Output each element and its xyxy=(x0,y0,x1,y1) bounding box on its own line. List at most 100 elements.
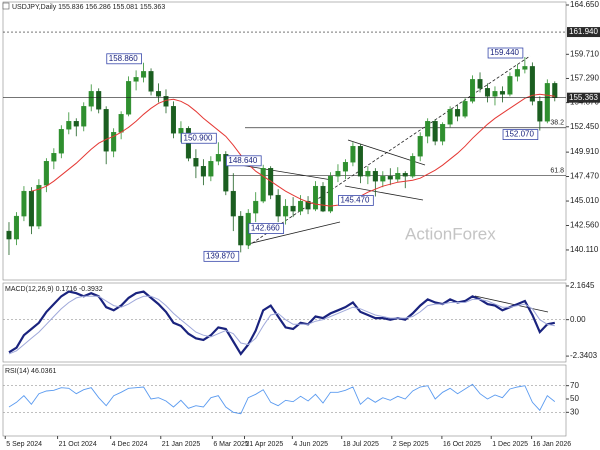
price-annotation xyxy=(203,250,240,262)
panel-frame xyxy=(2,1,567,281)
candle-body xyxy=(223,154,229,192)
y-tick-label: 164.650 xyxy=(570,0,599,9)
y-tick-label: 140.110 xyxy=(570,245,599,254)
price-box-label: 155.363 xyxy=(569,93,598,102)
candle-body xyxy=(432,121,438,142)
candle-body xyxy=(178,128,184,134)
price-box-label: 161.940 xyxy=(569,27,598,36)
fib-label: 38.2 xyxy=(550,120,564,127)
candle-body xyxy=(544,83,550,122)
x-tick-label: 6 Mar 2025 xyxy=(213,441,249,448)
candle-body xyxy=(58,129,64,154)
price-annotation-label: 142.660 xyxy=(251,224,280,233)
y-tick-label: 50 xyxy=(570,394,579,403)
candle-body xyxy=(275,194,281,217)
candle-body xyxy=(335,170,341,177)
candle-body xyxy=(253,200,259,214)
x-tick-label: 16 Oct 2025 xyxy=(443,441,481,448)
price-annotation-label: 158.860 xyxy=(109,54,138,63)
y-tick-label: 0.00 xyxy=(570,315,586,324)
price-annotation xyxy=(487,47,524,59)
x-tick-label: 18 Jul 2025 xyxy=(343,441,379,448)
y-tick-label: 157.290 xyxy=(570,74,599,83)
trendline xyxy=(474,295,549,313)
candle-body xyxy=(43,161,49,186)
candle-body xyxy=(507,76,513,95)
candle-body xyxy=(372,170,378,182)
line-series xyxy=(8,383,556,415)
x-tick-label: 21 Apr 2025 xyxy=(245,441,283,448)
fib-label: 61.8 xyxy=(550,168,564,175)
x-tick-label: 4 Dec 2024 xyxy=(112,441,148,448)
y-tick-label: 149.910 xyxy=(570,147,599,156)
candle-body xyxy=(51,153,57,162)
candle-body xyxy=(208,161,214,177)
trendline xyxy=(247,221,341,245)
candle-body xyxy=(88,91,94,107)
candle-body xyxy=(141,71,147,78)
candle-body xyxy=(499,91,505,95)
candle-body xyxy=(440,124,446,142)
candle-body xyxy=(155,91,162,97)
y-tick-label: 2.1645 xyxy=(570,281,595,290)
candle-body xyxy=(484,88,491,97)
candle-body xyxy=(111,132,117,152)
line-series xyxy=(8,290,556,356)
candle-body xyxy=(350,146,356,163)
candle-body xyxy=(455,109,461,117)
candle-body xyxy=(96,91,102,110)
candle-body xyxy=(387,175,393,180)
line-series xyxy=(8,295,555,355)
candle-body xyxy=(283,205,289,217)
price-annotation xyxy=(106,53,142,65)
title-icon xyxy=(2,2,10,10)
price-annotation-label: 150.900 xyxy=(184,133,213,142)
price-annotation-label: 139.870 xyxy=(206,251,235,260)
candle-body xyxy=(73,121,79,127)
y-tick-label: -2.3403 xyxy=(570,351,598,360)
candle-body xyxy=(103,109,109,152)
candle-body xyxy=(81,106,87,127)
candle-body xyxy=(170,106,176,134)
candle-body xyxy=(327,175,333,212)
candle-body xyxy=(66,121,72,130)
panel-title: MACD(12,26,9) 0.1716 -0.3932 xyxy=(5,286,103,293)
y-tick-label: 147.470 xyxy=(570,172,599,181)
y-tick-label: 70 xyxy=(570,381,579,390)
price-annotation-label: 148.640 xyxy=(228,156,257,165)
price-annotation-label: 152.070 xyxy=(505,130,534,139)
x-tick-label: 2 Sep 2025 xyxy=(393,441,429,448)
trendline xyxy=(247,55,531,247)
line-series xyxy=(31,93,555,207)
price-annotation xyxy=(248,223,285,234)
candle-body xyxy=(410,156,416,177)
candle-body xyxy=(21,190,27,217)
candle-body xyxy=(260,168,266,202)
candle-body xyxy=(305,200,311,210)
candle-body xyxy=(462,101,468,117)
candle-body xyxy=(133,77,139,82)
candle-body xyxy=(417,136,423,157)
trendline xyxy=(344,185,424,201)
price-box xyxy=(567,27,600,38)
candle-body xyxy=(28,190,34,227)
candle-body xyxy=(6,230,12,240)
candle-body xyxy=(552,83,558,98)
x-tick-label: 5 Sep 2024 xyxy=(6,441,42,448)
candle-body xyxy=(425,121,431,137)
chart-title: USDJPY,Daily 155.836 156.286 155.081 155… xyxy=(12,4,165,11)
candle-body xyxy=(522,66,528,70)
candle-body xyxy=(313,185,319,210)
candle-body xyxy=(320,185,326,212)
panel-frame xyxy=(2,282,567,363)
y-tick-label: 142.560 xyxy=(570,221,599,230)
candle-body xyxy=(365,170,371,177)
candle-body xyxy=(13,215,19,240)
trendlines xyxy=(227,55,549,313)
y-tick-label: 145.010 xyxy=(570,196,599,205)
candle-body xyxy=(514,69,520,77)
candle-body xyxy=(148,71,154,92)
